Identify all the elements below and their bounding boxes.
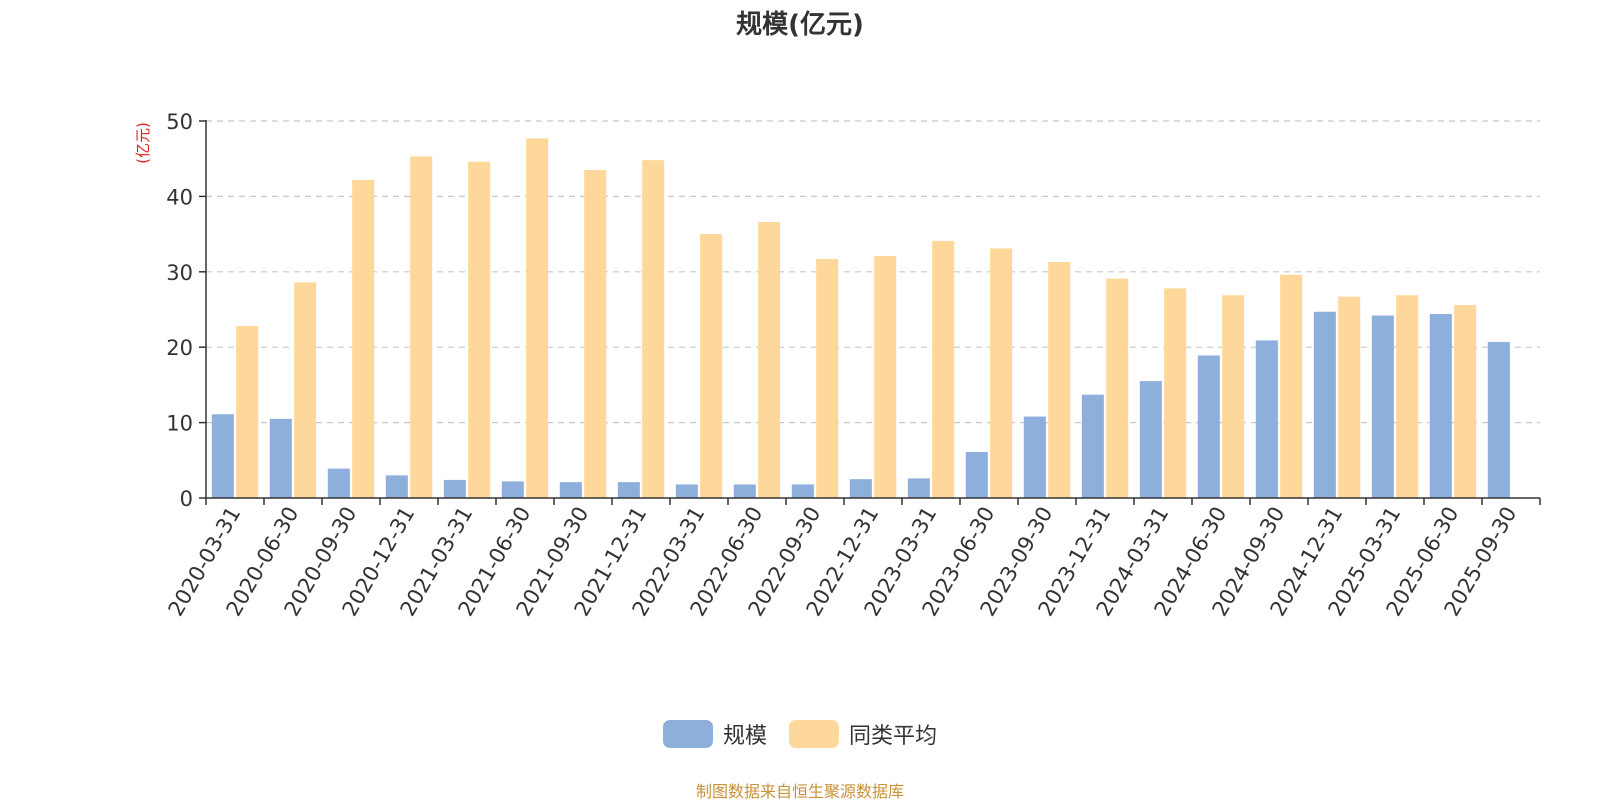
bar-peer-average[interactable] [236,326,259,498]
bar-peer-average[interactable] [874,255,897,498]
bar-peer-average[interactable] [932,240,955,499]
bar-peer-average[interactable] [758,222,781,498]
bar-peer-average[interactable] [1164,288,1187,498]
bar-peer-average[interactable] [468,161,491,498]
bar-scale[interactable] [1371,315,1394,498]
bar-scale[interactable] [791,484,814,498]
y-tick-label: 10 [166,412,193,436]
bar-scale[interactable] [733,484,756,498]
bar-scale[interactable] [1429,314,1452,498]
legend-item-peer-average[interactable]: 同类平均 [789,718,937,750]
bar-scale[interactable] [675,484,698,498]
legend: 规模 同类平均 [0,718,1600,750]
bar-scale[interactable] [1313,311,1336,498]
bar-scale[interactable] [965,452,988,498]
legend-swatch-peer-average [789,720,839,748]
bar-peer-average[interactable] [700,234,723,498]
y-axis-unit-label: (亿元) [134,122,152,164]
bar-scale[interactable] [1487,341,1510,498]
y-tick-label: 0 [180,487,193,511]
bar-peer-average[interactable] [1454,304,1477,498]
bar-scale[interactable] [849,479,872,498]
bar-peer-average[interactable] [1280,274,1303,498]
bar-scale[interactable] [327,468,350,498]
bar-scale[interactable] [1197,355,1220,498]
bar-peer-average[interactable] [294,282,317,498]
legend-item-scale[interactable]: 规模 [662,718,767,750]
bar-scale[interactable] [501,481,524,498]
bar-peer-average[interactable] [1048,261,1071,498]
bar-peer-average[interactable] [526,138,549,499]
bar-scale[interactable] [269,418,292,498]
y-tick-label: 30 [166,261,193,285]
bar-peer-average[interactable] [816,258,839,498]
bar-peer-average[interactable] [1396,295,1419,498]
bar-peer-average[interactable] [1106,278,1129,498]
bar-scale[interactable] [1139,381,1162,498]
chart-title: 规模(亿元) [736,10,864,40]
bar-peer-average[interactable] [642,160,665,498]
bars [211,138,1510,499]
bar-scale[interactable] [1023,416,1046,498]
bar-peer-average[interactable] [990,248,1013,498]
bar-peer-average[interactable] [352,179,375,498]
bar-scale[interactable] [211,414,234,498]
legend-label-peer-average: 同类平均 [849,724,938,749]
bar-peer-average[interactable] [410,156,433,499]
bar-peer-average[interactable] [1338,296,1361,498]
bar-scale[interactable] [385,475,408,498]
bar-scale[interactable] [907,478,930,498]
y-tick-label: 20 [166,336,193,360]
source-note: 制图数据来自恒生聚源数据库 [695,782,904,801]
y-tick-label: 50 [166,110,193,134]
bar-scale[interactable] [443,479,466,498]
bar-scale[interactable] [1081,394,1104,498]
legend-swatch-scale [662,720,713,748]
bar-scale[interactable] [559,482,582,498]
legend-label-scale: 规模 [722,724,767,749]
bar-peer-average[interactable] [1222,295,1245,498]
bar-peer-average[interactable] [584,170,607,498]
y-tick-label: 40 [166,185,193,209]
bar-scale[interactable] [1255,340,1278,498]
bar-scale[interactable] [617,482,640,498]
